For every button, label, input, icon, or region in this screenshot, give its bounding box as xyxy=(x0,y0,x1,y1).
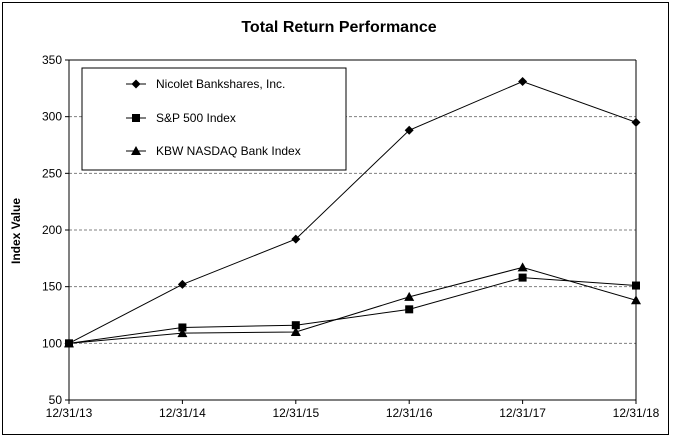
diamond-marker xyxy=(631,117,641,127)
gridlines xyxy=(69,116,636,344)
triangle-marker xyxy=(404,291,415,301)
legend-entry: S&P 500 Index xyxy=(126,111,236,125)
x-tick-label: 12/31/13 xyxy=(46,406,93,420)
diamond-marker xyxy=(131,79,141,89)
x-tick-label: 12/31/15 xyxy=(272,406,319,420)
triangle-marker xyxy=(177,328,188,338)
y-tick-label: 250 xyxy=(42,166,62,180)
legend-label: S&P 500 Index xyxy=(156,111,236,125)
y-tick-label: 200 xyxy=(42,223,62,237)
legend-box xyxy=(81,67,347,171)
y-tick-label: 100 xyxy=(42,336,62,350)
diamond-marker xyxy=(404,125,414,135)
square-marker xyxy=(632,281,640,290)
y-tick-label: 150 xyxy=(42,280,62,294)
legend-entry: Nicolet Bankshares, Inc. xyxy=(126,77,285,91)
legend-label: KBW NASDAQ Bank Index xyxy=(156,144,301,158)
y-tick-label: 300 xyxy=(42,110,62,124)
diamond-marker xyxy=(518,77,528,87)
y-tick-label: 50 xyxy=(49,393,63,407)
series-group xyxy=(64,77,641,348)
triangle-marker xyxy=(631,295,641,305)
square-marker xyxy=(405,305,414,314)
series-line xyxy=(68,80,637,344)
y-axis-label: Index Value xyxy=(9,198,23,264)
square-marker xyxy=(291,321,300,330)
triangle-marker xyxy=(64,338,74,348)
series-line xyxy=(68,266,637,344)
square-marker xyxy=(132,114,140,122)
triangle-marker xyxy=(517,262,528,272)
tick-labels: 50 100 150 200 250 300 350 12/31/13 12/31/14 12/3… xyxy=(42,53,660,420)
diamond-marker xyxy=(291,234,301,244)
legend-label: Nicolet Bankshares, Inc. xyxy=(156,77,285,91)
x-tick-label: 12/31/18 xyxy=(613,406,660,420)
series-line xyxy=(68,277,637,344)
triangle-marker xyxy=(131,146,141,155)
square-marker xyxy=(518,273,527,282)
square-marker xyxy=(178,323,187,332)
chart-title: Total Return Performance xyxy=(241,19,436,36)
diamond-marker xyxy=(177,279,187,289)
legend-entry: KBW NASDAQ Bank Index xyxy=(126,144,301,158)
y-tick-label: 350 xyxy=(42,53,62,67)
series-3 xyxy=(64,262,641,348)
x-tick-label: 12/31/17 xyxy=(499,406,546,420)
triangle-marker xyxy=(290,327,301,336)
legend: Nicolet Bankshares, Inc. S&P 500 Index KBW… xyxy=(81,67,347,171)
x-tick-label: 12/31/16 xyxy=(386,406,433,420)
x-tick-label: 12/31/14 xyxy=(159,406,206,420)
